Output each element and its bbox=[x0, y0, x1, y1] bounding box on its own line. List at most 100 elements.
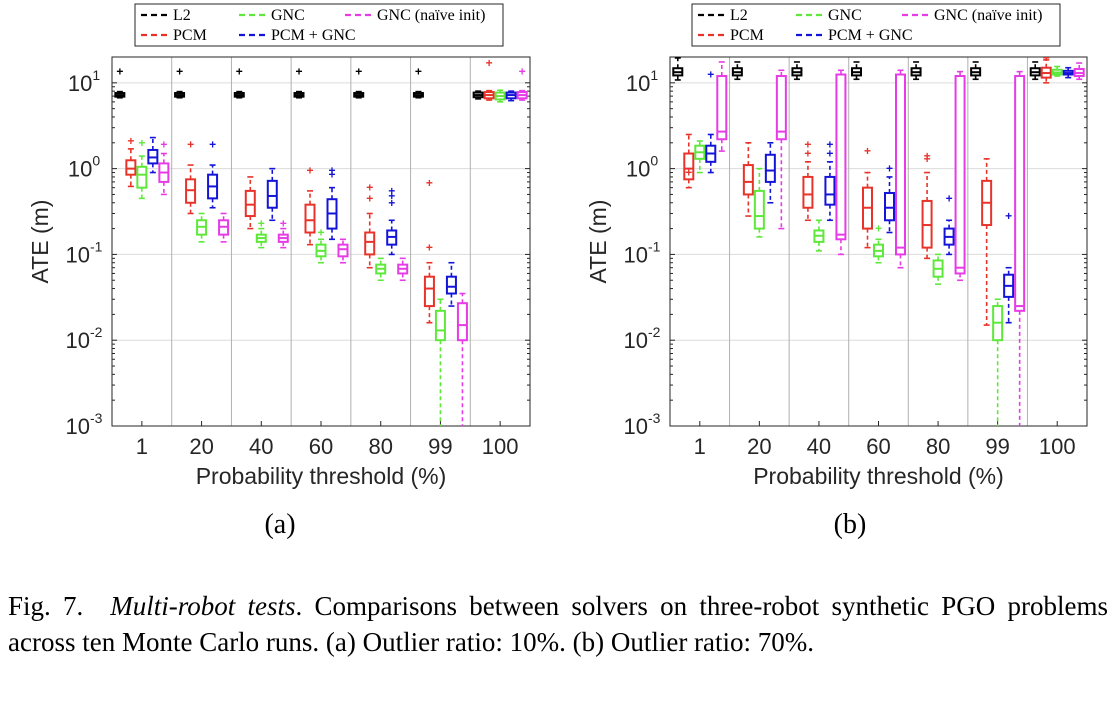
box-l2 bbox=[791, 61, 803, 81]
outlier-marker: + bbox=[924, 149, 931, 163]
y-tick-exponent: -2 bbox=[90, 324, 103, 340]
box-gnc-na-ve-init- bbox=[895, 69, 906, 269]
legend-label: GNC (naïve init) bbox=[377, 7, 485, 24]
y-tick-exponent: -1 bbox=[90, 238, 103, 254]
box-body bbox=[884, 191, 895, 222]
y-tick-base: 10 bbox=[66, 242, 90, 267]
box-pcm bbox=[981, 158, 993, 326]
box-body bbox=[445, 275, 457, 295]
outlier-marker: + bbox=[1043, 51, 1050, 65]
legend-label: PCM bbox=[730, 27, 764, 44]
box-gnc bbox=[375, 257, 387, 282]
y-tick-exponent: -3 bbox=[648, 410, 661, 426]
box-gnc bbox=[992, 298, 1004, 426]
box-l2 bbox=[1029, 61, 1041, 81]
box-gnc bbox=[753, 167, 765, 238]
box-l2 bbox=[910, 61, 922, 81]
outlier-marker: + bbox=[946, 191, 953, 205]
outlier-marker: + bbox=[306, 164, 313, 178]
y-tick-label: 101 bbox=[68, 67, 100, 96]
box-gnc bbox=[1051, 65, 1063, 77]
box-gnc: + bbox=[315, 226, 327, 264]
box-gnc: + bbox=[136, 136, 148, 200]
y-tick-label: 10-2 bbox=[624, 324, 661, 353]
outlier-marker: + bbox=[685, 166, 692, 180]
y-tick-base: 10 bbox=[626, 71, 650, 96]
box-gnc-na-ve-init- bbox=[397, 257, 409, 282]
box-l2 bbox=[672, 57, 684, 81]
box-gnc bbox=[434, 298, 446, 426]
y-tick-base: 10 bbox=[624, 242, 648, 267]
box-pcm-gnc: + bbox=[1003, 209, 1015, 324]
outlier-marker: + bbox=[426, 176, 433, 190]
box-body bbox=[1014, 75, 1026, 312]
outlier-marker: + bbox=[127, 134, 134, 148]
legend-label: L2 bbox=[173, 7, 191, 24]
legend-box bbox=[691, 3, 1061, 47]
box-body bbox=[266, 179, 278, 209]
box-pcm: ++ bbox=[423, 176, 435, 324]
box-body bbox=[824, 175, 836, 206]
plot-area: + + + + + ++ +++++++++++++++++++ bbox=[114, 56, 528, 426]
figure-caption: Fig. 7. Multi-robot tests. Comparisons b… bbox=[8, 588, 1108, 660]
x-tick-label: 20 bbox=[189, 434, 213, 459]
box-pcm-gnc bbox=[764, 141, 776, 204]
box-gnc-na-ve-init- bbox=[775, 69, 787, 230]
x-tick-label: 99 bbox=[985, 434, 1009, 459]
legend-label: PCM bbox=[173, 27, 207, 44]
outlier-marker: + bbox=[519, 65, 526, 79]
box-body bbox=[337, 243, 349, 258]
box-gnc-na-ve-init- bbox=[716, 61, 728, 152]
box-gnc-na-ve-init-: + bbox=[277, 216, 289, 249]
box-pcm-gnc bbox=[505, 90, 517, 102]
box-body bbox=[802, 175, 814, 209]
y-tick-exponent: 0 bbox=[92, 153, 100, 169]
legend-label: L2 bbox=[730, 7, 748, 24]
box-pcm: + bbox=[862, 144, 873, 249]
box-body bbox=[364, 231, 376, 256]
outlier-marker: + bbox=[486, 56, 493, 70]
box-pcm: + bbox=[304, 164, 316, 246]
outlier-marker: + bbox=[826, 138, 833, 152]
x-tick-label: 100 bbox=[1039, 434, 1076, 459]
box-body bbox=[775, 75, 787, 141]
box-gnc-na-ve-init- bbox=[337, 238, 349, 264]
y-axis-label: ATE (m) bbox=[585, 200, 611, 284]
outlier-marker: + bbox=[366, 191, 373, 205]
outlier-marker: + bbox=[1005, 209, 1012, 223]
outlier-marker: + bbox=[426, 241, 433, 255]
y-tick-label: 10-3 bbox=[66, 410, 103, 439]
y-axis-label: ATE (m) bbox=[27, 200, 53, 284]
box-pcm: + bbox=[185, 138, 197, 215]
y-tick-base: 10 bbox=[68, 157, 92, 182]
box-pcm: ++ bbox=[802, 138, 814, 222]
outlier-marker: + bbox=[236, 65, 243, 79]
legend-label: GNC bbox=[271, 7, 305, 24]
outlier-marker: + bbox=[707, 68, 714, 82]
y-tick-exponent: -1 bbox=[648, 238, 661, 254]
box-gnc-na-ve-init-: + bbox=[516, 65, 528, 101]
caption-prefix: Fig. 7. bbox=[8, 591, 84, 621]
y-tick-base: 10 bbox=[624, 328, 648, 353]
x-tick-label: 80 bbox=[368, 434, 392, 459]
outlier-marker: + bbox=[258, 216, 265, 230]
box-pcm-gnc: + bbox=[943, 191, 955, 256]
box-pcm-gnc: + bbox=[207, 138, 219, 209]
box-l2 bbox=[970, 61, 982, 81]
box-l2 bbox=[851, 61, 862, 81]
box-body bbox=[304, 203, 316, 234]
y-tick-exponent: 1 bbox=[92, 67, 100, 83]
box-gnc bbox=[196, 212, 208, 243]
box-pcm: + bbox=[1040, 51, 1052, 84]
box-gnc bbox=[494, 89, 506, 103]
outlier-marker: + bbox=[295, 65, 302, 79]
x-tick-label: 40 bbox=[249, 434, 273, 459]
x-tick-label: 20 bbox=[747, 434, 771, 459]
box-gnc-na-ve-init- bbox=[218, 212, 230, 243]
box-l2: + bbox=[114, 65, 126, 99]
box-body bbox=[835, 73, 847, 241]
box-gnc: + bbox=[255, 216, 267, 249]
outlier-marker: + bbox=[388, 189, 395, 203]
